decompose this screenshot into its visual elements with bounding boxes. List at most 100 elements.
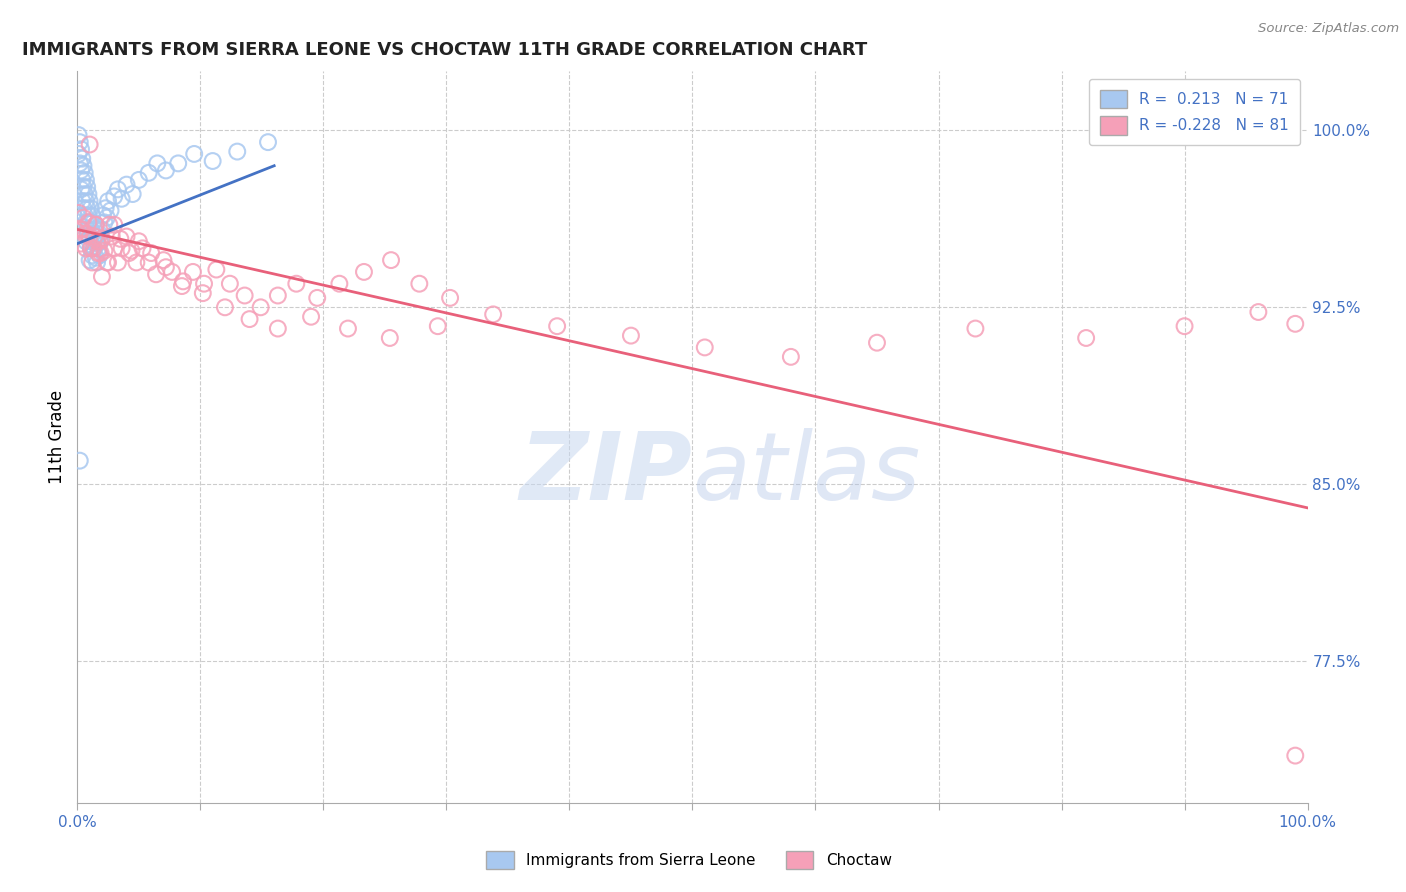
Point [89, 234, 111, 248]
Point [70, 142, 93, 156]
Point [90, 234, 112, 248]
Point [90, 269, 114, 284]
Point [285, 277, 308, 291]
Point [693, 340, 716, 354]
Point [79, 137, 101, 152]
Point [546, 319, 568, 334]
Point [100, 203, 122, 218]
Point [1284, 748, 1306, 763]
Point [69, 156, 91, 170]
Point [76, 180, 98, 194]
Point [72, 180, 94, 194]
Point [72, 211, 94, 225]
Text: ZIP: ZIP [520, 427, 693, 520]
Point [146, 156, 169, 170]
Point [75, 215, 97, 229]
Point [103, 241, 125, 255]
Point [69, 222, 91, 236]
Point [128, 173, 150, 187]
Point [79, 215, 101, 229]
Point [267, 321, 290, 335]
Text: atlas: atlas [693, 428, 921, 519]
Point [87, 246, 110, 260]
Point [69, 135, 91, 149]
Point [77, 227, 100, 242]
Point [155, 163, 177, 178]
Point [107, 182, 129, 196]
Point [107, 255, 129, 269]
Point [72, 201, 94, 215]
Point [439, 291, 461, 305]
Point [94, 201, 117, 215]
Point [79, 194, 101, 208]
Point [98, 218, 121, 232]
Point [145, 267, 167, 281]
Point [110, 232, 132, 246]
Point [193, 277, 215, 291]
Point [239, 312, 262, 326]
Point [1076, 331, 1098, 345]
Point [93, 244, 115, 258]
Point [111, 241, 132, 255]
Point [77, 208, 100, 222]
Point [82, 215, 104, 229]
Point [79, 234, 101, 248]
Point [80, 201, 103, 215]
Point [70, 194, 93, 208]
Point [172, 274, 194, 288]
Point [73, 166, 96, 180]
Point [86, 255, 108, 269]
Point [82, 255, 104, 269]
Point [249, 301, 271, 315]
Legend: R =  0.213   N = 71, R = -0.228   N = 81: R = 0.213 N = 71, R = -0.228 N = 81 [1090, 79, 1301, 145]
Legend: Immigrants from Sierra Leone, Choctaw: Immigrants from Sierra Leone, Choctaw [475, 840, 903, 880]
Point [75, 234, 97, 248]
Point [79, 229, 101, 244]
Point [70, 152, 93, 166]
Point [115, 229, 138, 244]
Point [214, 301, 236, 315]
Point [378, 331, 401, 345]
Point [138, 255, 160, 269]
Point [83, 229, 105, 244]
Point [103, 218, 125, 232]
Point [155, 260, 177, 275]
Point [70, 182, 93, 196]
Point [75, 194, 97, 208]
Point [96, 255, 118, 269]
Point [181, 265, 204, 279]
Point [267, 288, 290, 302]
Point [1174, 319, 1197, 334]
Point [152, 253, 174, 268]
Point [76, 222, 98, 236]
Point [201, 154, 224, 169]
Text: Source: ZipAtlas.com: Source: ZipAtlas.com [1258, 22, 1399, 36]
Text: IMMIGRANTS FROM SIERRA LEONE VS CHOCTAW 11TH GRADE CORRELATION CHART: IMMIGRANTS FROM SIERRA LEONE VS CHOCTAW … [22, 41, 868, 59]
Point [183, 147, 205, 161]
Point [226, 145, 249, 159]
Point [219, 277, 242, 291]
Point [86, 234, 108, 248]
Point [70, 163, 93, 178]
Point [90, 232, 114, 246]
Point [73, 187, 96, 202]
Point [82, 227, 104, 242]
Point [77, 187, 100, 202]
Point [408, 277, 430, 291]
Y-axis label: 11th Grade: 11th Grade [48, 390, 66, 484]
Point [84, 229, 107, 244]
Point [80, 241, 103, 255]
Point [866, 335, 889, 350]
Point [87, 241, 110, 255]
Point [620, 328, 643, 343]
Point [103, 189, 125, 203]
Point [84, 218, 107, 232]
Point [1284, 317, 1306, 331]
Point [1247, 305, 1270, 319]
Point [121, 244, 143, 258]
Point [96, 211, 118, 225]
Point [118, 246, 141, 260]
Point [111, 192, 132, 206]
Point [160, 265, 183, 279]
Point [965, 321, 987, 335]
